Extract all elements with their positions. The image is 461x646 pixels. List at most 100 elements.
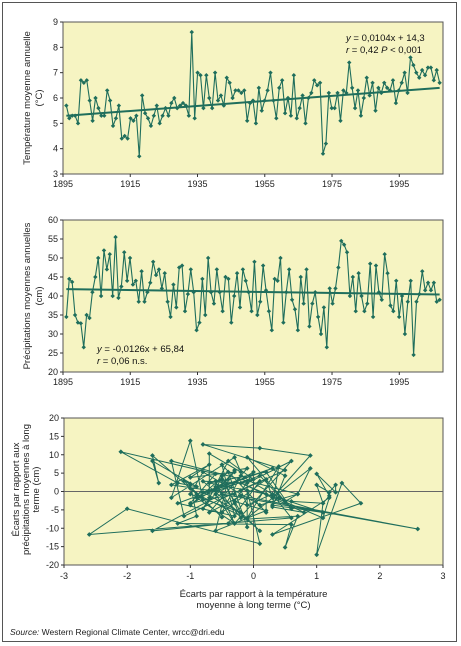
data-point bbox=[244, 454, 250, 460]
data-point bbox=[238, 510, 244, 515]
data-point bbox=[358, 500, 364, 506]
data-point bbox=[411, 352, 416, 358]
data-point bbox=[116, 295, 121, 301]
data-point bbox=[282, 544, 288, 550]
x-tick-label: 1975 bbox=[322, 179, 342, 189]
data-point bbox=[236, 88, 241, 93]
data-point bbox=[81, 345, 86, 350]
data-point bbox=[382, 80, 387, 85]
data-point bbox=[238, 493, 244, 499]
x-tick-label: 1955 bbox=[255, 179, 275, 189]
data-point bbox=[301, 510, 307, 515]
data-point bbox=[282, 473, 288, 479]
data-point bbox=[310, 301, 315, 306]
x-tick-label: 1955 bbox=[255, 377, 275, 387]
data-point bbox=[219, 476, 225, 482]
x-tick-label: 1995 bbox=[389, 377, 409, 387]
data-point bbox=[358, 113, 364, 118]
data-point bbox=[119, 136, 124, 141]
data-point bbox=[270, 491, 275, 497]
data-point bbox=[333, 489, 339, 495]
data-point bbox=[239, 90, 244, 96]
data-point bbox=[168, 314, 173, 320]
data-point bbox=[405, 299, 411, 304]
data-point bbox=[431, 78, 437, 83]
data-point bbox=[142, 111, 148, 116]
y-tick-label: 40 bbox=[48, 291, 58, 301]
data-point bbox=[384, 85, 390, 91]
data-point bbox=[225, 469, 231, 475]
data-point bbox=[172, 95, 177, 101]
x-tick-label: -2 bbox=[123, 571, 131, 581]
data-point bbox=[225, 476, 231, 482]
data-point bbox=[314, 482, 320, 488]
data-point bbox=[203, 312, 208, 318]
data-point bbox=[200, 497, 206, 502]
data-point bbox=[349, 85, 355, 91]
data-point bbox=[150, 453, 155, 458]
data-point bbox=[279, 78, 285, 83]
data-point bbox=[396, 314, 402, 320]
source-note: Source: Western Regional Climate Center,… bbox=[10, 627, 224, 637]
data-point bbox=[244, 118, 250, 123]
data-point bbox=[425, 280, 431, 285]
data-point bbox=[131, 118, 136, 123]
data-point bbox=[282, 499, 288, 504]
y-tick-label: 50 bbox=[48, 253, 58, 263]
data-point bbox=[207, 95, 212, 101]
data-point bbox=[194, 513, 200, 519]
plot-area bbox=[62, 219, 444, 373]
data-point bbox=[294, 116, 299, 121]
data-point bbox=[250, 98, 256, 103]
data-point bbox=[187, 491, 193, 497]
chart-panel-1: 3 4 5 6 7 8 9 1895 1915 1935 1955 1975 1995 Températu… bbox=[22, 17, 444, 189]
data-point bbox=[213, 528, 218, 534]
data-point bbox=[93, 274, 98, 280]
data-point bbox=[110, 123, 116, 129]
data-point bbox=[338, 118, 343, 123]
y-axis-label: Température moyenne annuelle(°C) bbox=[22, 31, 45, 165]
data-point bbox=[244, 515, 250, 521]
data-point bbox=[437, 80, 442, 85]
data-point bbox=[323, 141, 329, 146]
data-point bbox=[320, 151, 326, 156]
data-point bbox=[268, 70, 273, 75]
x-tick-label: 1975 bbox=[322, 377, 342, 387]
regression-statistic: r = 0,06 n.s. bbox=[97, 356, 147, 367]
data-point bbox=[168, 495, 174, 501]
data-point bbox=[289, 458, 294, 464]
data-point bbox=[243, 278, 248, 283]
data-point bbox=[137, 154, 142, 159]
y-tick-label: 5 bbox=[54, 468, 59, 478]
data-point bbox=[257, 541, 263, 547]
data-point bbox=[425, 65, 431, 70]
data-point bbox=[242, 88, 247, 93]
data-point bbox=[69, 279, 75, 285]
data-point bbox=[270, 532, 275, 537]
x-tick-label: 3 bbox=[440, 571, 445, 581]
data-point bbox=[232, 467, 237, 473]
series-line bbox=[65, 237, 440, 355]
data-point bbox=[187, 486, 193, 491]
data-point bbox=[260, 263, 266, 268]
data-point bbox=[288, 113, 294, 118]
data-point bbox=[270, 504, 275, 510]
data-point bbox=[229, 320, 234, 325]
data-point bbox=[330, 301, 335, 306]
data-point bbox=[110, 293, 115, 299]
data-point bbox=[148, 280, 153, 285]
data-point bbox=[194, 484, 200, 490]
data-point bbox=[326, 90, 332, 96]
data-point bbox=[266, 309, 272, 314]
data-point bbox=[219, 510, 225, 515]
data-point bbox=[244, 524, 250, 530]
data-point bbox=[332, 105, 337, 111]
data-point bbox=[388, 303, 393, 308]
data-point bbox=[187, 475, 193, 480]
data-point bbox=[270, 495, 275, 501]
data-point bbox=[265, 88, 270, 93]
x-tick-label: 1935 bbox=[187, 377, 207, 387]
data-point bbox=[390, 78, 396, 83]
data-point bbox=[104, 88, 110, 93]
data-point bbox=[90, 290, 95, 295]
